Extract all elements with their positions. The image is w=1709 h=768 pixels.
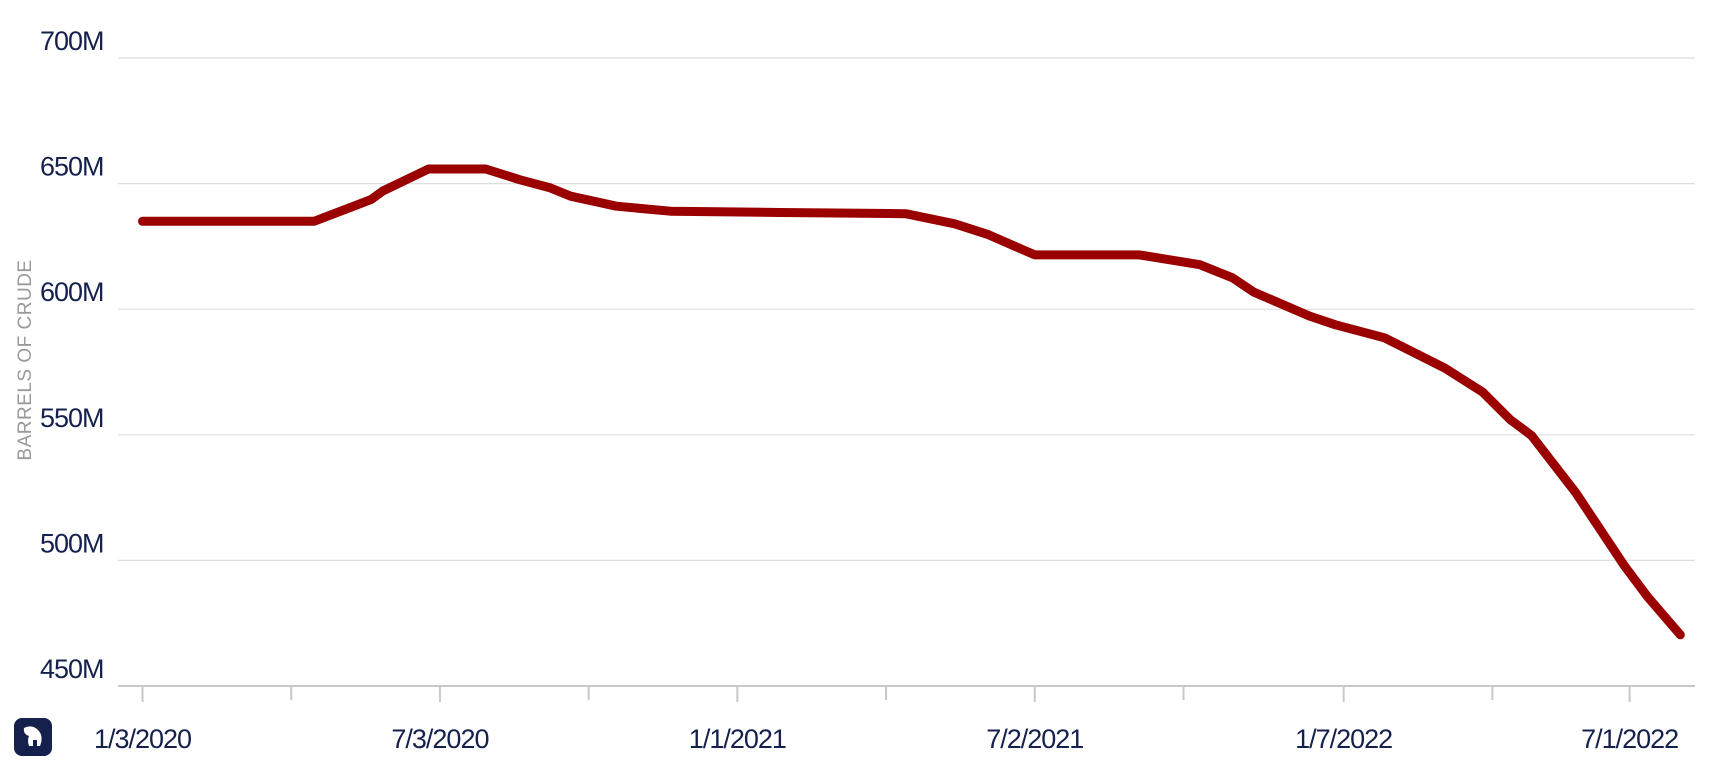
- y-tick-label: 700M: [40, 26, 104, 56]
- y-tick-label: 450M: [40, 654, 104, 684]
- x-tick-label: 7/1/2022: [1581, 724, 1678, 754]
- y-tick-label: 650M: [40, 152, 104, 182]
- y-tick-label: 550M: [40, 403, 104, 433]
- x-tick-label: 1/3/2020: [94, 724, 191, 754]
- y-axis-title: BARRELS OF CRUDE: [15, 259, 36, 460]
- x-tick-label: 1/7/2022: [1295, 724, 1392, 754]
- x-tick-label: 7/2/2021: [986, 724, 1083, 754]
- x-tick-label: 7/3/2020: [391, 724, 488, 754]
- logo: [14, 718, 52, 756]
- y-tick-label: 600M: [40, 277, 104, 307]
- x-tick-label: 1/1/2021: [689, 724, 786, 754]
- data-line: [138, 164, 1685, 640]
- y-tick-label: 500M: [40, 528, 104, 558]
